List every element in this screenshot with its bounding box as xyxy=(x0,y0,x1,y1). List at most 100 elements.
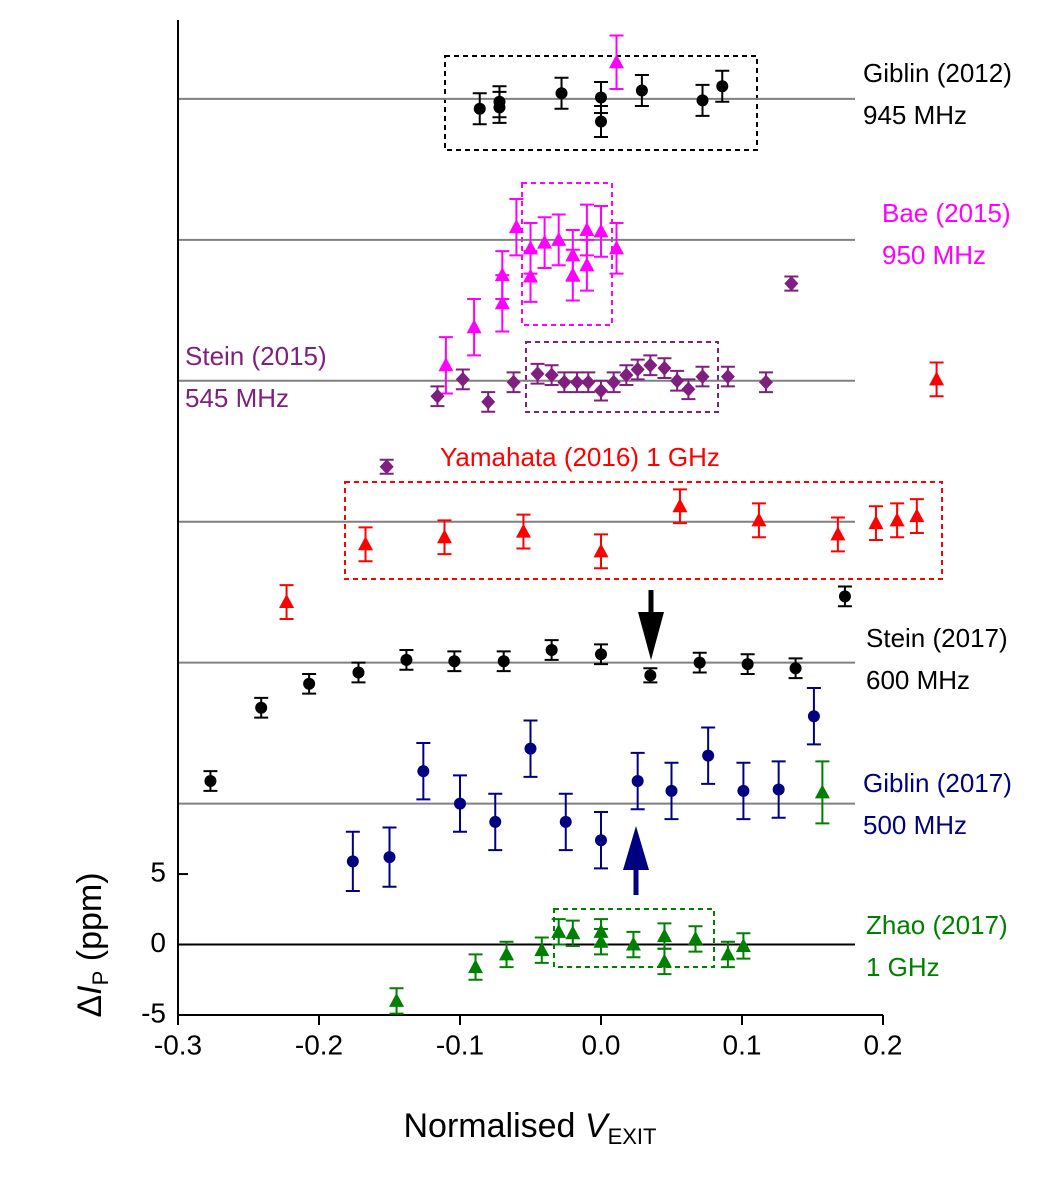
point xyxy=(619,367,634,383)
point xyxy=(595,834,607,847)
point xyxy=(497,655,510,668)
point xyxy=(530,366,545,382)
arrow-head xyxy=(638,612,664,660)
series-frequency: 545 MHz xyxy=(185,383,289,413)
point xyxy=(389,992,405,1007)
y-axis-label: ΔIP (ppm) xyxy=(71,872,113,1017)
group-box xyxy=(553,908,715,968)
point xyxy=(523,240,538,255)
point xyxy=(656,953,672,968)
point xyxy=(830,526,846,541)
point xyxy=(494,295,510,310)
series-label: Stein (2017) xyxy=(866,623,1008,653)
point xyxy=(665,784,678,797)
point xyxy=(303,677,316,690)
point xyxy=(494,267,510,282)
point xyxy=(565,925,581,940)
point xyxy=(772,783,785,796)
point xyxy=(279,594,295,609)
point xyxy=(545,643,558,656)
point xyxy=(506,374,521,390)
point xyxy=(741,658,754,671)
point xyxy=(436,529,452,544)
series-label: Stein (2015) xyxy=(185,341,327,371)
point xyxy=(720,369,735,385)
point xyxy=(493,101,506,114)
point xyxy=(716,80,729,93)
point xyxy=(593,543,609,558)
point xyxy=(909,508,925,523)
point xyxy=(468,959,484,974)
point xyxy=(515,523,531,538)
series-label: Yamahata (2016) 1 GHz xyxy=(440,442,720,472)
series-label: Giblin (2012) xyxy=(863,58,1012,88)
point xyxy=(807,710,820,723)
point xyxy=(593,933,609,948)
point xyxy=(489,815,502,828)
point xyxy=(696,94,709,107)
group-box xyxy=(525,341,719,413)
point xyxy=(537,234,553,249)
point xyxy=(557,374,572,390)
point xyxy=(481,394,496,410)
point xyxy=(358,536,374,551)
x-tick-label: -0.2 xyxy=(295,1029,343,1060)
point xyxy=(672,498,688,513)
point xyxy=(644,669,657,682)
x-tick-label: 0.2 xyxy=(864,1029,903,1060)
point xyxy=(555,87,568,100)
point xyxy=(635,84,648,97)
y-tick-label: 5 xyxy=(150,856,166,887)
point xyxy=(702,749,715,762)
series-frequency: 945 MHz xyxy=(863,100,967,130)
point xyxy=(438,357,454,372)
point xyxy=(379,459,394,475)
point xyxy=(720,946,736,961)
point xyxy=(814,784,830,799)
y-tick-label: 0 xyxy=(150,927,166,958)
point xyxy=(606,374,621,390)
series-frequency: 950 MHz xyxy=(882,240,986,270)
point xyxy=(758,374,773,390)
x-tick-label: -0.1 xyxy=(436,1029,484,1060)
group-box xyxy=(344,481,943,580)
point xyxy=(594,383,608,399)
point xyxy=(595,115,607,128)
point xyxy=(454,797,466,810)
x-tick-label: 0.0 xyxy=(582,1029,621,1060)
y-tick-label: -5 xyxy=(141,997,166,1028)
point xyxy=(868,515,884,530)
point xyxy=(579,221,595,236)
point xyxy=(593,223,609,238)
point xyxy=(838,590,851,603)
point xyxy=(670,373,685,389)
series-frequency: 600 MHz xyxy=(866,665,970,695)
point xyxy=(523,268,538,283)
point xyxy=(737,784,750,797)
point xyxy=(609,240,625,255)
point xyxy=(544,367,559,383)
point xyxy=(499,946,515,961)
point xyxy=(681,381,696,397)
point xyxy=(524,742,537,755)
point xyxy=(630,362,645,378)
point xyxy=(625,936,641,951)
point xyxy=(430,388,445,404)
point xyxy=(551,231,567,246)
point xyxy=(417,765,430,778)
point xyxy=(784,276,799,292)
series-label: Zhao (2017) xyxy=(866,910,1008,940)
point xyxy=(383,851,396,864)
point xyxy=(643,357,658,373)
arrows xyxy=(623,590,664,895)
point xyxy=(204,775,217,788)
point xyxy=(352,666,365,679)
point xyxy=(559,815,572,828)
point xyxy=(565,267,581,282)
series-label: Giblin (2017) xyxy=(863,768,1012,798)
point xyxy=(551,923,567,938)
point xyxy=(789,662,802,675)
group-box xyxy=(444,55,758,151)
arrow-head xyxy=(623,826,649,870)
